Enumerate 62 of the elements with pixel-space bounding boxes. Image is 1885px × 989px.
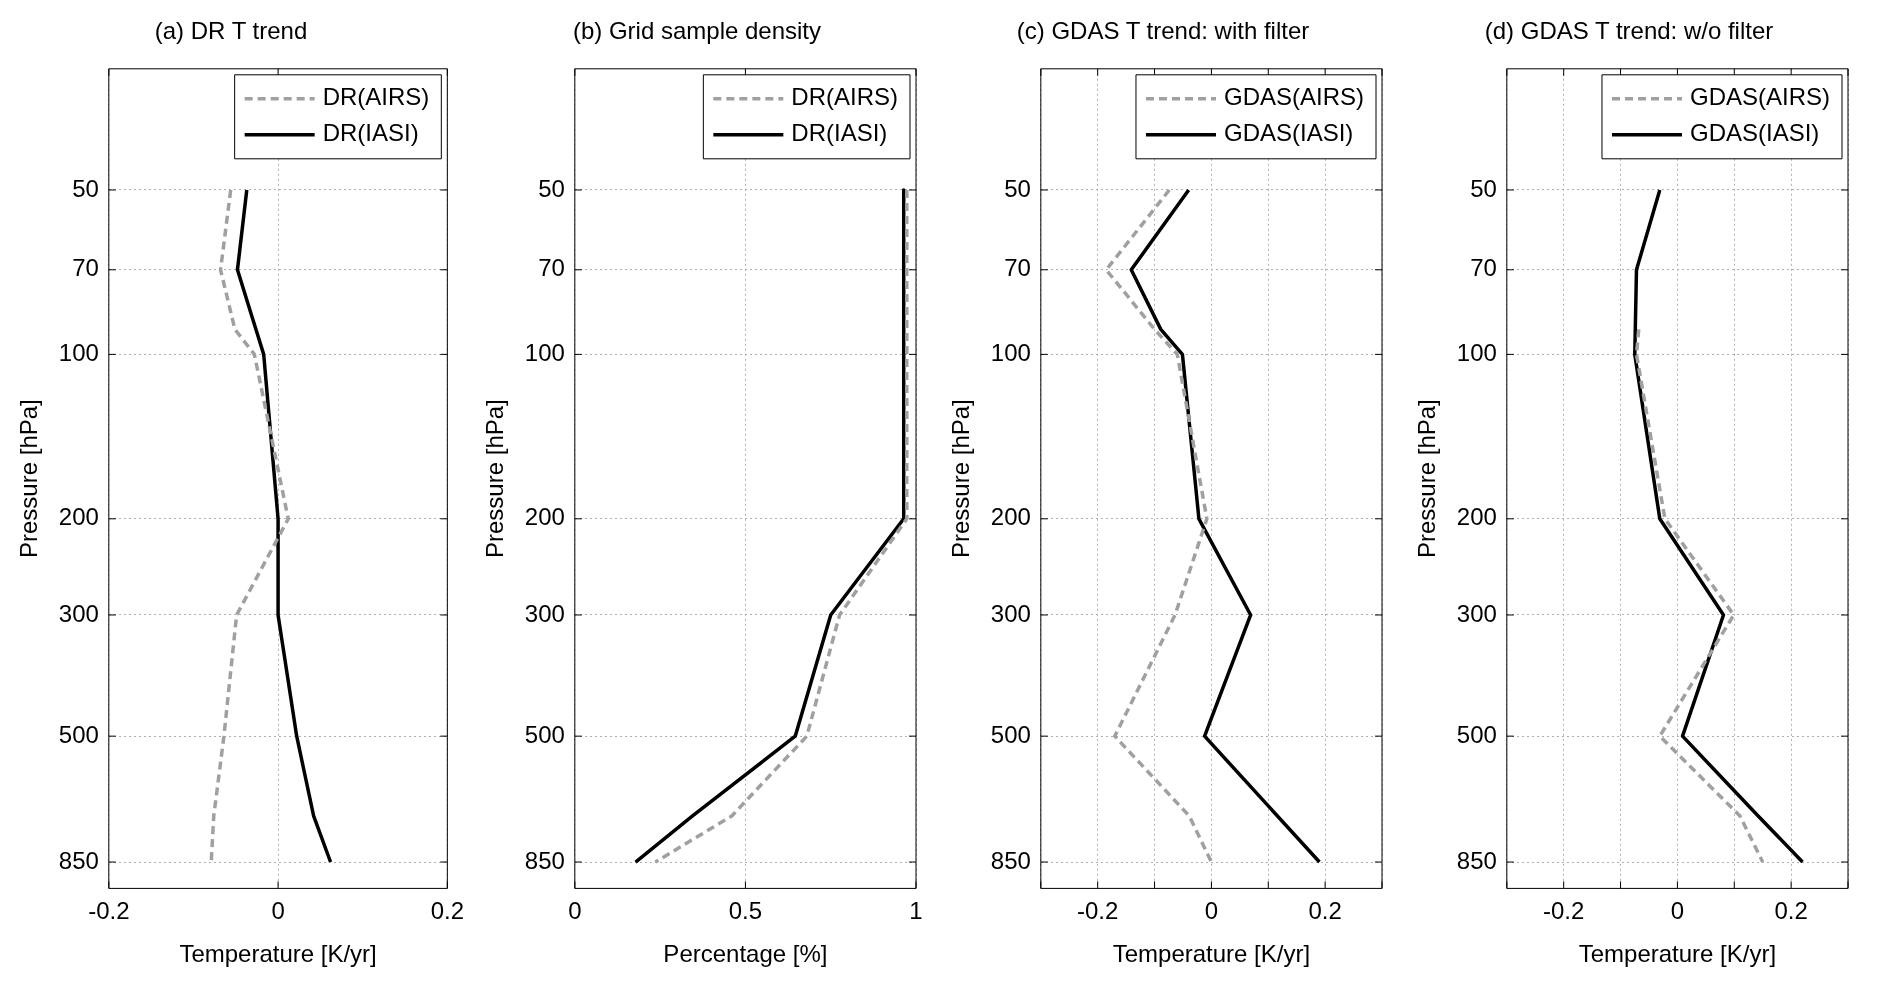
y-tick-label: 300: [990, 599, 1031, 627]
y-tick-label: 300: [524, 599, 565, 627]
y-tick-label: 100: [990, 339, 1031, 367]
legend-label: GDAS(IASI): [1689, 119, 1820, 147]
y-tick-label: 300: [1456, 599, 1497, 627]
chart-title: (a) DR T trend: [154, 17, 308, 45]
y-tick-label: 200: [524, 503, 565, 531]
y-tick-label: 100: [1456, 339, 1497, 367]
x-axis-title: Temperature [K/yr]: [1112, 940, 1311, 968]
y-tick-label: 300: [58, 599, 99, 627]
legend-label: DR(IASI): [322, 119, 419, 147]
legend-label: GDAS(IASI): [1223, 119, 1354, 147]
x-axis-title: Percentage [%]: [663, 940, 828, 968]
legend-label: DR(IASI): [791, 119, 888, 147]
y-tick-label: 200: [58, 503, 99, 531]
y-tick-label: 50: [1004, 174, 1031, 202]
y-tick-label: 200: [990, 503, 1031, 531]
y-tick-label: 850: [58, 846, 99, 874]
y-tick-label: 70: [1470, 254, 1497, 282]
x-tick-label: 0.5: [728, 897, 763, 925]
legend-label: DR(AIRS): [322, 83, 430, 111]
x-axis-title: Temperature [K/yr]: [1578, 940, 1777, 968]
y-tick-label: 50: [1470, 174, 1497, 202]
y-tick-label: 850: [990, 846, 1031, 874]
x-tick-label: -0.2: [88, 897, 130, 925]
y-tick-label: 500: [58, 720, 99, 748]
chart-title: (b) Grid sample density: [572, 17, 822, 45]
y-tick-label: 500: [524, 720, 565, 748]
y-tick-label: 50: [72, 174, 99, 202]
y-axis-title: Pressure [hPa]: [1413, 399, 1441, 558]
x-tick-label: -0.2: [1543, 897, 1585, 925]
x-tick-label: 0: [568, 897, 582, 925]
x-tick-label: 1: [909, 897, 923, 925]
line-series: [1634, 327, 1765, 864]
y-tick-label: 100: [58, 339, 99, 367]
x-tick-label: 0.2: [1774, 897, 1808, 925]
x-axis-title: Temperature [K/yr]: [179, 940, 377, 968]
y-tick-label: 200: [1456, 503, 1497, 531]
legend-label: GDAS(AIRS): [1223, 83, 1364, 111]
x-tick-label: -0.2: [1077, 897, 1119, 925]
chart-title: (d) GDAS T trend: w/o filter: [1484, 17, 1774, 45]
y-tick-label: 70: [72, 254, 99, 282]
y-axis-title: Pressure [hPa]: [481, 399, 509, 558]
line-series: [1104, 188, 1214, 864]
y-tick-label: 50: [538, 174, 565, 202]
x-tick-label: 0: [1204, 897, 1219, 925]
legend-label: GDAS(AIRS): [1689, 83, 1830, 111]
y-tick-label: 500: [1456, 720, 1497, 748]
x-tick-label: 0: [1670, 897, 1685, 925]
y-tick-label: 850: [524, 846, 565, 874]
y-tick-label: 850: [1456, 846, 1497, 874]
x-tick-label: 0.2: [430, 897, 465, 925]
chart-title: (c) GDAS T trend: with filter: [1016, 17, 1310, 45]
x-tick-label: 0: [271, 897, 285, 925]
y-axis-title: Pressure [hPa]: [15, 399, 43, 558]
y-tick-label: 70: [538, 254, 565, 282]
x-tick-label: 0.2: [1308, 897, 1342, 925]
y-tick-label: 500: [990, 720, 1031, 748]
y-tick-label: 70: [1004, 254, 1031, 282]
legend-label: DR(AIRS): [791, 83, 899, 111]
y-axis-title: Pressure [hPa]: [947, 399, 975, 558]
y-tick-label: 100: [524, 339, 565, 367]
